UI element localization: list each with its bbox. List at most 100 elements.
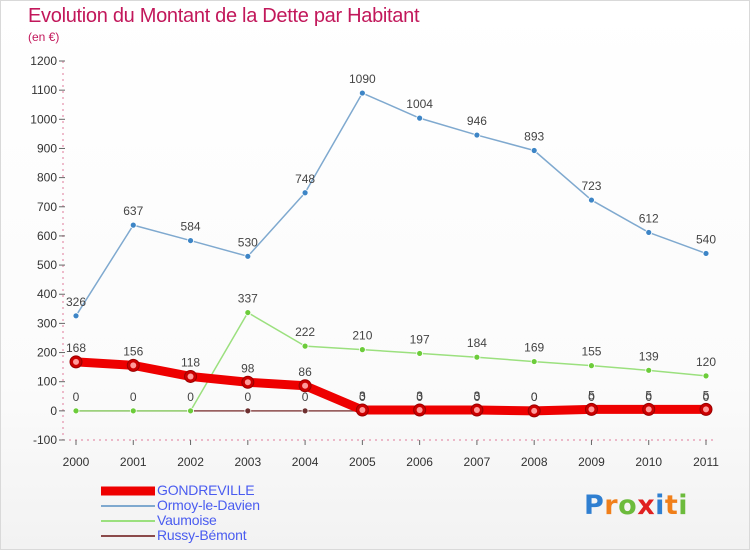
data-label-russy-bemont: 0 bbox=[244, 390, 251, 404]
data-label-vaumoise: 222 bbox=[295, 325, 315, 339]
legend-label: Ormoy-le-Davien bbox=[157, 497, 260, 513]
data-label-vaumoise: 139 bbox=[639, 349, 659, 363]
x-tick-label: 2003 bbox=[234, 455, 261, 469]
data-label-vaumoise: 210 bbox=[352, 329, 372, 343]
legend-swatch bbox=[101, 535, 155, 537]
data-point-highlight bbox=[359, 406, 366, 413]
data-point-ormoy-le-davien bbox=[473, 131, 481, 139]
logo-letter: x bbox=[637, 490, 656, 521]
data-label-russy-bemont: 0 bbox=[416, 390, 423, 404]
data-label-vaumoise: 184 bbox=[467, 336, 487, 350]
data-label-ormoy-le-davien: 723 bbox=[581, 179, 601, 193]
data-point-vaumoise bbox=[530, 358, 538, 365]
x-tick-label: 2002 bbox=[177, 455, 204, 469]
data-label-vaumoise: 155 bbox=[581, 345, 601, 359]
data-label-ormoy-le-davien: 612 bbox=[639, 211, 659, 225]
data-label-ormoy-le-davien: 748 bbox=[295, 172, 315, 186]
legend-item-russy-bemont[interactable]: Russy-Bémont bbox=[101, 528, 260, 543]
data-label-russy-bemont: 0 bbox=[474, 390, 481, 404]
data-point-vaumoise bbox=[645, 366, 653, 374]
data-label-gondreville: 118 bbox=[181, 355, 200, 369]
proxiti-logo: Proxiti bbox=[584, 490, 688, 521]
data-label-gondreville: 5 bbox=[645, 388, 652, 402]
legend-item-vaumoise[interactable]: Vaumoise bbox=[101, 513, 260, 528]
data-point-vaumoise bbox=[187, 407, 194, 415]
data-point-highlight bbox=[73, 358, 79, 365]
data-point-vaumoise bbox=[702, 372, 710, 380]
data-point-highlight bbox=[473, 406, 480, 413]
data-label-ormoy-le-davien: 584 bbox=[181, 220, 201, 234]
data-label-vaumoise: 337 bbox=[238, 292, 258, 306]
data-label-ormoy-le-davien: 326 bbox=[66, 295, 86, 309]
x-tick-label: 2005 bbox=[349, 455, 376, 469]
data-point-ormoy-le-davien bbox=[702, 250, 710, 257]
data-point-russy-bemont bbox=[244, 407, 252, 415]
y-tick-label: 0 bbox=[50, 404, 57, 418]
data-point-highlight bbox=[416, 406, 423, 413]
data-label-russy-bemont: 0 bbox=[302, 390, 309, 404]
x-tick-label: 2000 bbox=[63, 455, 90, 469]
legend-label: Vaumoise bbox=[157, 512, 217, 528]
data-point-vaumoise bbox=[473, 353, 481, 361]
chart-title: Evolution du Montant de la Dette par Hab… bbox=[28, 5, 420, 27]
data-point-highlight bbox=[302, 382, 309, 389]
y-tick-label: 800 bbox=[37, 171, 57, 185]
data-label-ormoy-le-davien: 540 bbox=[696, 232, 716, 246]
data-label-russy-bemont: 0 bbox=[73, 390, 80, 404]
y-tick-label: 100 bbox=[37, 375, 57, 389]
legend-item-ormoy-le-davien[interactable]: Ormoy-le-Davien bbox=[101, 498, 260, 513]
x-tick-label: 2004 bbox=[292, 455, 319, 469]
logo-letter: t bbox=[664, 490, 679, 521]
data-point-vaumoise bbox=[588, 362, 595, 370]
data-label-ormoy-le-davien: 637 bbox=[123, 204, 143, 218]
data-label-ormoy-le-davien: 1090 bbox=[349, 72, 376, 86]
data-label-gondreville: 98 bbox=[241, 361, 255, 375]
x-tick-label: 2007 bbox=[464, 455, 491, 469]
data-label-ormoy-le-davien: 530 bbox=[238, 235, 258, 249]
y-tick-label: 300 bbox=[37, 316, 57, 330]
data-point-ormoy-le-davien bbox=[187, 237, 194, 244]
series-line-ormoy-le-davien bbox=[75, 92, 707, 317]
data-point-vaumoise bbox=[129, 407, 137, 415]
data-label-gondreville: 5 bbox=[588, 388, 595, 402]
data-point-highlight bbox=[187, 373, 194, 380]
x-tick-label: 2009 bbox=[578, 455, 605, 469]
data-point-vaumoise bbox=[301, 342, 309, 350]
data-point-vaumoise bbox=[358, 346, 366, 354]
y-tick-label: 400 bbox=[37, 287, 57, 301]
series-line-vaumoise bbox=[75, 311, 707, 412]
data-label-russy-bemont: 0 bbox=[703, 390, 710, 404]
data-label-gondreville: 3 bbox=[359, 389, 366, 403]
data-label-gondreville: 168 bbox=[66, 341, 86, 355]
data-point-ormoy-le-davien bbox=[72, 312, 80, 320]
data-label-gondreville: 0 bbox=[531, 390, 538, 404]
data-label-russy-bemont: 0 bbox=[359, 390, 366, 404]
chart-subtitle: (en €) bbox=[28, 30, 60, 44]
data-label-gondreville: 156 bbox=[123, 344, 143, 358]
legend-swatch bbox=[101, 486, 155, 496]
data-point-highlight bbox=[645, 406, 652, 413]
data-label-gondreville: 3 bbox=[474, 389, 481, 403]
data-point-highlight bbox=[703, 406, 709, 413]
legend-swatch bbox=[101, 520, 155, 522]
data-point-vaumoise bbox=[72, 407, 80, 415]
legend-item-gondreville[interactable]: GONDREVILLE bbox=[101, 483, 260, 498]
data-point-highlight bbox=[531, 407, 538, 414]
data-label-gondreville: 86 bbox=[298, 365, 312, 379]
data-point-russy-bemont bbox=[301, 407, 309, 415]
x-tick-label: 2006 bbox=[406, 455, 433, 469]
data-point-ormoy-le-davien bbox=[530, 147, 538, 154]
logo-letter: i bbox=[678, 490, 689, 521]
y-tick-label: -100 bbox=[33, 433, 57, 447]
data-point-highlight bbox=[588, 406, 595, 413]
legend-swatch bbox=[101, 505, 155, 507]
data-label-russy-bemont: 0 bbox=[187, 390, 194, 404]
data-label-vaumoise: 197 bbox=[410, 332, 430, 346]
legend-label: GONDREVILLE bbox=[157, 482, 255, 498]
data-point-vaumoise bbox=[244, 309, 252, 316]
data-point-ormoy-le-davien bbox=[358, 89, 366, 97]
data-point-ormoy-le-davien bbox=[129, 221, 137, 229]
x-tick-label: 2008 bbox=[521, 455, 548, 469]
data-point-ormoy-le-davien bbox=[588, 196, 595, 204]
